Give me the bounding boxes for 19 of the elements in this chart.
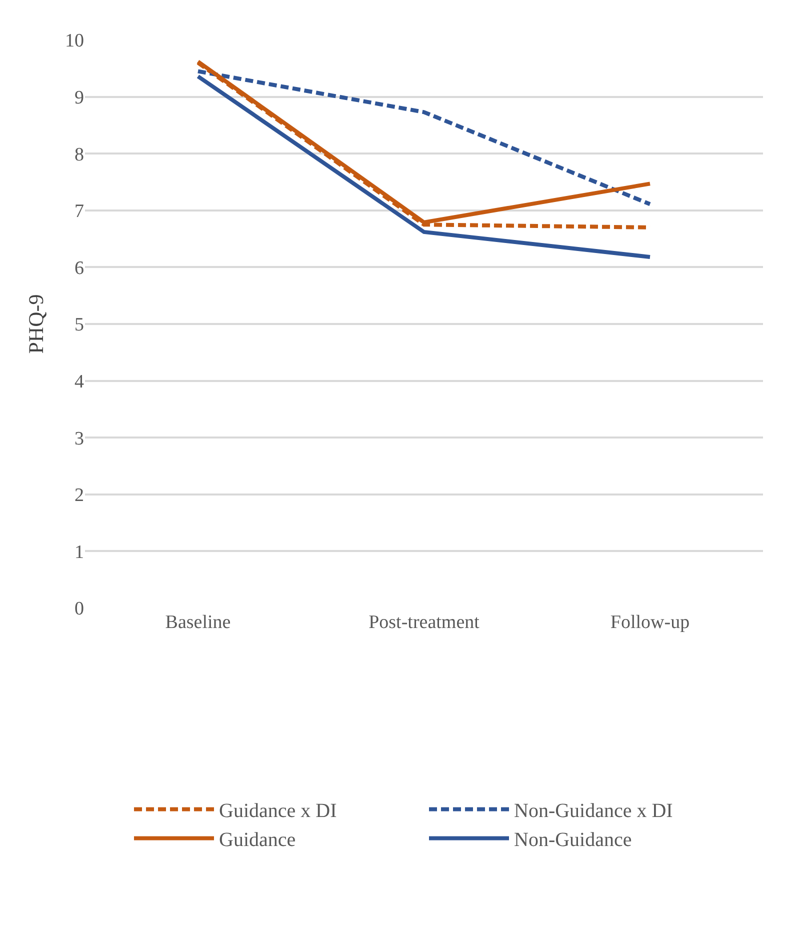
legend-label: Non-Guidance x DI: [514, 800, 673, 822]
legend-label: Non-Guidance: [514, 829, 632, 852]
y-axis-title: PHQ-9: [24, 294, 48, 354]
x-tick-label: Post-treatment: [368, 612, 480, 633]
y-tick-label: 1: [74, 542, 84, 563]
x-tick-label: Follow-up: [610, 612, 690, 633]
y-tick-label: 7: [74, 201, 84, 222]
y-tick-label: 4: [74, 371, 84, 392]
legend-label: Guidance x DI: [219, 800, 337, 822]
y-tick-label: 10: [65, 30, 84, 52]
legend-label: Guidance: [219, 829, 296, 852]
x-tick-label: Baseline: [165, 612, 231, 633]
y-tick-label: 3: [74, 428, 84, 450]
y-tick-label: 2: [74, 485, 84, 506]
y-tick-label: 0: [74, 598, 84, 620]
y-tick-label: 9: [74, 87, 84, 108]
y-tick-label: 8: [74, 144, 84, 166]
y-tick-label: 6: [74, 258, 84, 279]
y-tick-label: 5: [74, 314, 84, 336]
